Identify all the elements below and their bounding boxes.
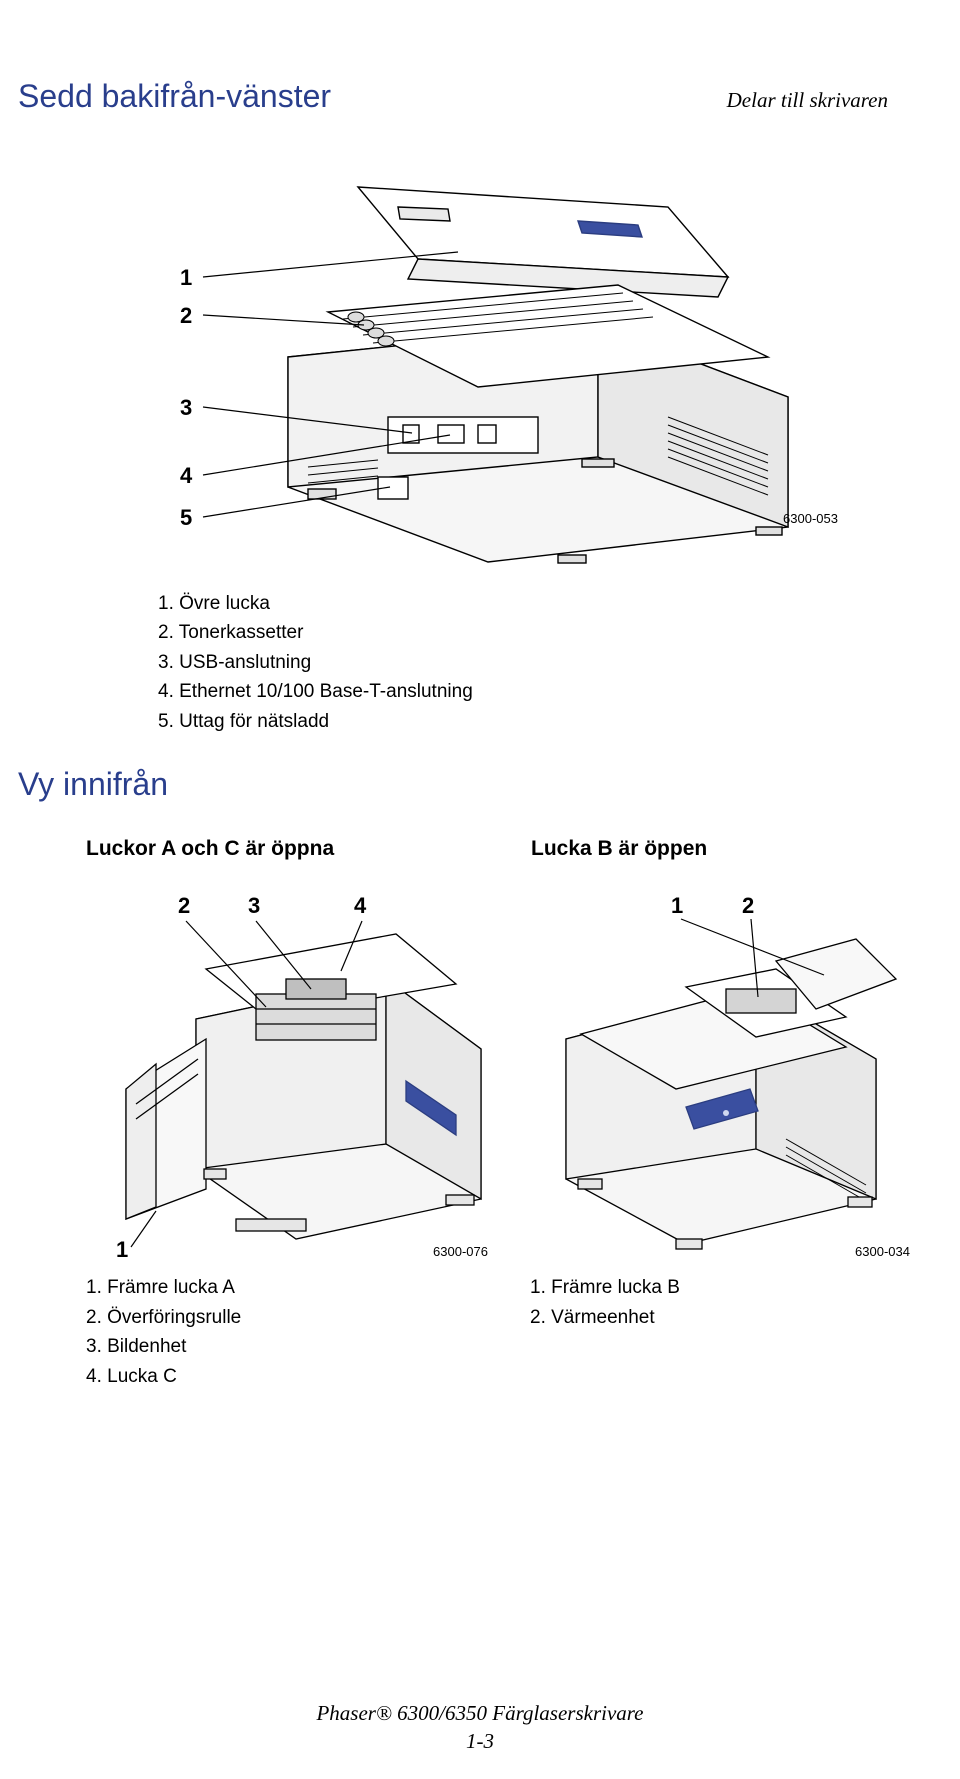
callout-5: 5 — [180, 505, 192, 530]
legend-item: 1. Övre lucka — [158, 589, 888, 618]
printer-rear-left-svg: 1 2 3 4 5 — [128, 167, 828, 567]
diagram-door-b-open: 1 2 6300-034 — [526, 889, 906, 1259]
callout-right-2: 2 — [742, 893, 754, 918]
callout-left-1: 1 — [116, 1237, 128, 1259]
diagram-rear-left: 1 2 3 4 5 6300-053 1. Övre lucka 2. Tone… — [18, 167, 888, 736]
legend-item: 2. Överföringsrulle — [86, 1303, 530, 1332]
diagram-doors-ac-open: 2 3 4 1 6300-076 — [86, 889, 496, 1259]
header-section-label: Delar till skrivaren — [727, 88, 888, 113]
dual-diagram-row: 2 3 4 1 6300-076 — [86, 889, 888, 1259]
callout-1: 1 — [180, 265, 192, 290]
dual-legend-row: 1. Främre lucka A 2. Överföringsrulle 3.… — [86, 1273, 888, 1391]
legend-item: 2. Värmeenhet — [530, 1303, 680, 1332]
callout-3: 3 — [180, 395, 192, 420]
callout-left-3: 3 — [248, 893, 260, 918]
legend-list-right: 1. Främre lucka B 2. Värmeenhet — [530, 1273, 680, 1391]
figure-code-1: 6300-053 — [783, 511, 838, 526]
subheading-row: Luckor A och C är öppna Lucka B är öppen — [86, 837, 888, 861]
subhead-left: Luckor A och C är öppna — [86, 837, 531, 861]
section-title-inside: Vy innifrån — [18, 766, 888, 803]
printer-ac-open-svg: 2 3 4 1 — [86, 889, 496, 1259]
footer-product-line: Phaser® 6300/6350 Färglaserskrivare — [0, 1700, 960, 1727]
callout-4: 4 — [180, 463, 193, 488]
legend-item: 4. Ethernet 10/100 Base-T-anslutning — [158, 677, 888, 706]
legend-list-1: 1. Övre lucka 2. Tonerkassetter 3. USB-a… — [158, 589, 888, 736]
legend-item: 3. Bildenhet — [86, 1332, 530, 1361]
printer-b-open-svg: 1 2 — [526, 889, 906, 1259]
legend-item: 2. Tonerkassetter — [158, 618, 888, 647]
legend-item: 1. Främre lucka A — [86, 1273, 530, 1302]
callout-right-1: 1 — [671, 893, 683, 918]
legend-item: 3. USB-anslutning — [158, 648, 888, 677]
figure-code-right: 6300-034 — [855, 1244, 910, 1259]
legend-item: 1. Främre lucka B — [530, 1273, 680, 1302]
callout-left-2: 2 — [178, 893, 190, 918]
legend-item: 5. Uttag för nätsladd — [158, 707, 888, 736]
figure-code-left: 6300-076 — [433, 1244, 488, 1259]
footer-page-number: 1-3 — [0, 1728, 960, 1755]
subhead-right: Lucka B är öppen — [531, 837, 707, 861]
page-footer: Phaser® 6300/6350 Färglaserskrivare 1-3 — [0, 1700, 960, 1755]
legend-list-left: 1. Främre lucka A 2. Överföringsrulle 3.… — [86, 1273, 530, 1391]
callout-2: 2 — [180, 303, 192, 328]
callout-left-4: 4 — [354, 893, 367, 918]
legend-item: 4. Lucka C — [86, 1362, 530, 1391]
